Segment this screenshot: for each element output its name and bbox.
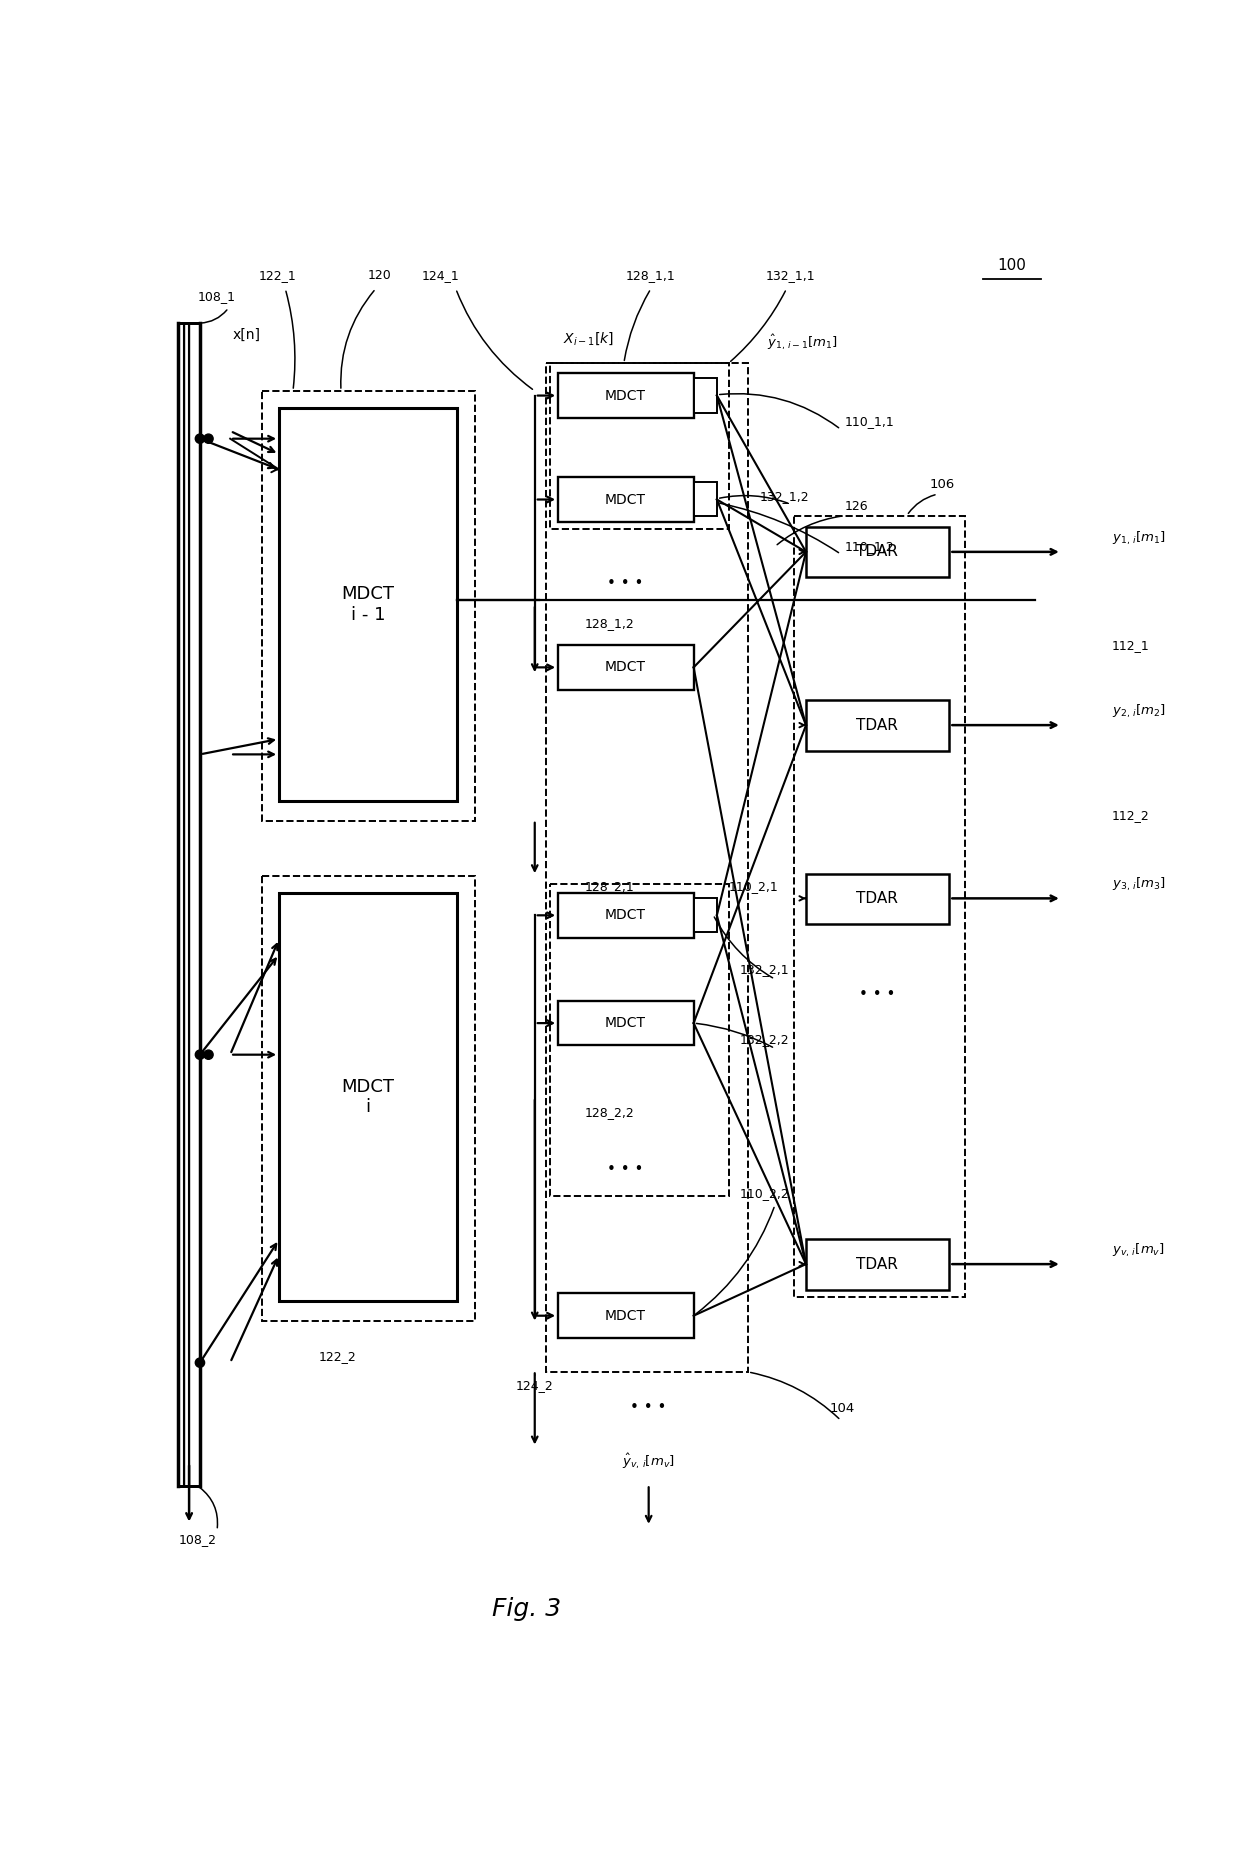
Circle shape xyxy=(195,433,205,442)
Bar xyxy=(806,1240,950,1290)
Text: 132_1,2: 132_1,2 xyxy=(759,491,810,504)
Circle shape xyxy=(195,1050,205,1060)
Bar xyxy=(551,883,729,1195)
Bar xyxy=(806,701,950,751)
Text: 124_2: 124_2 xyxy=(516,1379,553,1392)
Bar xyxy=(262,390,475,820)
Bar xyxy=(558,1294,693,1338)
Text: 110_1,2: 110_1,2 xyxy=(844,539,894,552)
Text: TDAR: TDAR xyxy=(857,718,898,732)
Text: 104: 104 xyxy=(830,1402,854,1415)
Bar xyxy=(693,898,717,931)
Text: MDCT: MDCT xyxy=(605,660,646,675)
Text: MDCT
i - 1: MDCT i - 1 xyxy=(342,586,394,623)
Circle shape xyxy=(195,1359,205,1368)
Text: 122_1: 122_1 xyxy=(259,270,296,283)
Text: • • •: • • • xyxy=(608,576,644,591)
Text: x[n]: x[n] xyxy=(233,327,260,342)
Text: Fig. 3: Fig. 3 xyxy=(492,1597,562,1621)
Text: $X_{i-1}[k]$: $X_{i-1}[k]$ xyxy=(563,331,615,348)
Text: $y_{3,\,i}[m_3]$: $y_{3,\,i}[m_3]$ xyxy=(1112,876,1166,892)
Bar xyxy=(558,645,693,690)
Text: $y_{2,\,i}[m_2]$: $y_{2,\,i}[m_2]$ xyxy=(1112,703,1166,719)
Bar xyxy=(558,374,693,418)
Text: $y_{v,\,i}[m_v]$: $y_{v,\,i}[m_v]$ xyxy=(1112,1242,1166,1259)
Text: 128_2,2: 128_2,2 xyxy=(585,1106,635,1119)
Text: 132_1,1: 132_1,1 xyxy=(765,270,816,283)
Text: 124_1: 124_1 xyxy=(422,270,459,283)
Text: 120: 120 xyxy=(368,270,392,283)
Text: 132_2,2: 132_2,2 xyxy=(740,1034,790,1047)
Text: 110_2,1: 110_2,1 xyxy=(729,881,779,894)
Bar xyxy=(279,892,458,1301)
Text: 126: 126 xyxy=(844,500,868,513)
Circle shape xyxy=(203,433,213,442)
Text: 128_2,1: 128_2,1 xyxy=(585,881,635,894)
Bar xyxy=(806,528,950,578)
Text: MDCT: MDCT xyxy=(605,389,646,403)
Text: MDCT
i: MDCT i xyxy=(342,1078,394,1117)
Bar xyxy=(693,481,717,517)
Text: 110_1,1: 110_1,1 xyxy=(844,415,894,428)
Text: 128_1,2: 128_1,2 xyxy=(585,617,635,630)
Text: • • •: • • • xyxy=(630,1400,667,1415)
Text: 106: 106 xyxy=(930,478,955,491)
Text: • • •: • • • xyxy=(859,987,895,1002)
Bar xyxy=(262,876,475,1322)
Text: TDAR: TDAR xyxy=(857,1257,898,1272)
Bar xyxy=(558,892,693,937)
Text: 100: 100 xyxy=(997,258,1025,273)
Bar xyxy=(279,407,458,801)
Bar xyxy=(806,874,950,924)
Bar xyxy=(795,515,965,1298)
Circle shape xyxy=(203,1050,213,1060)
Text: $y_{1,\,i}[m_1]$: $y_{1,\,i}[m_1]$ xyxy=(1112,530,1166,547)
Text: MDCT: MDCT xyxy=(605,1309,646,1324)
Text: MDCT: MDCT xyxy=(605,909,646,922)
Text: TDAR: TDAR xyxy=(857,545,898,560)
Text: 112_2: 112_2 xyxy=(1112,809,1149,822)
Text: $\hat{y}_{v,\,i}[m_v]$: $\hat{y}_{v,\,i}[m_v]$ xyxy=(622,1452,675,1470)
Text: 128_1,1: 128_1,1 xyxy=(626,270,676,283)
Text: 112_1: 112_1 xyxy=(1112,639,1149,653)
Text: 122_2: 122_2 xyxy=(319,1350,356,1363)
Bar xyxy=(558,1000,693,1045)
Text: TDAR: TDAR xyxy=(857,890,898,905)
Text: MDCT: MDCT xyxy=(605,1017,646,1030)
Bar xyxy=(558,478,693,522)
Bar xyxy=(547,363,748,1372)
Text: 108_1: 108_1 xyxy=(197,290,236,303)
Bar xyxy=(693,377,717,413)
Bar xyxy=(551,363,729,528)
Text: • • •: • • • xyxy=(608,1162,644,1177)
Text: 132_2,1: 132_2,1 xyxy=(740,963,790,976)
Text: $\hat{y}_{1,\,i-1}[m_1]$: $\hat{y}_{1,\,i-1}[m_1]$ xyxy=(768,333,838,351)
Bar xyxy=(179,323,200,1485)
Text: MDCT: MDCT xyxy=(605,493,646,506)
Text: 110_2,2: 110_2,2 xyxy=(740,1186,790,1199)
Text: 108_2: 108_2 xyxy=(179,1534,216,1547)
